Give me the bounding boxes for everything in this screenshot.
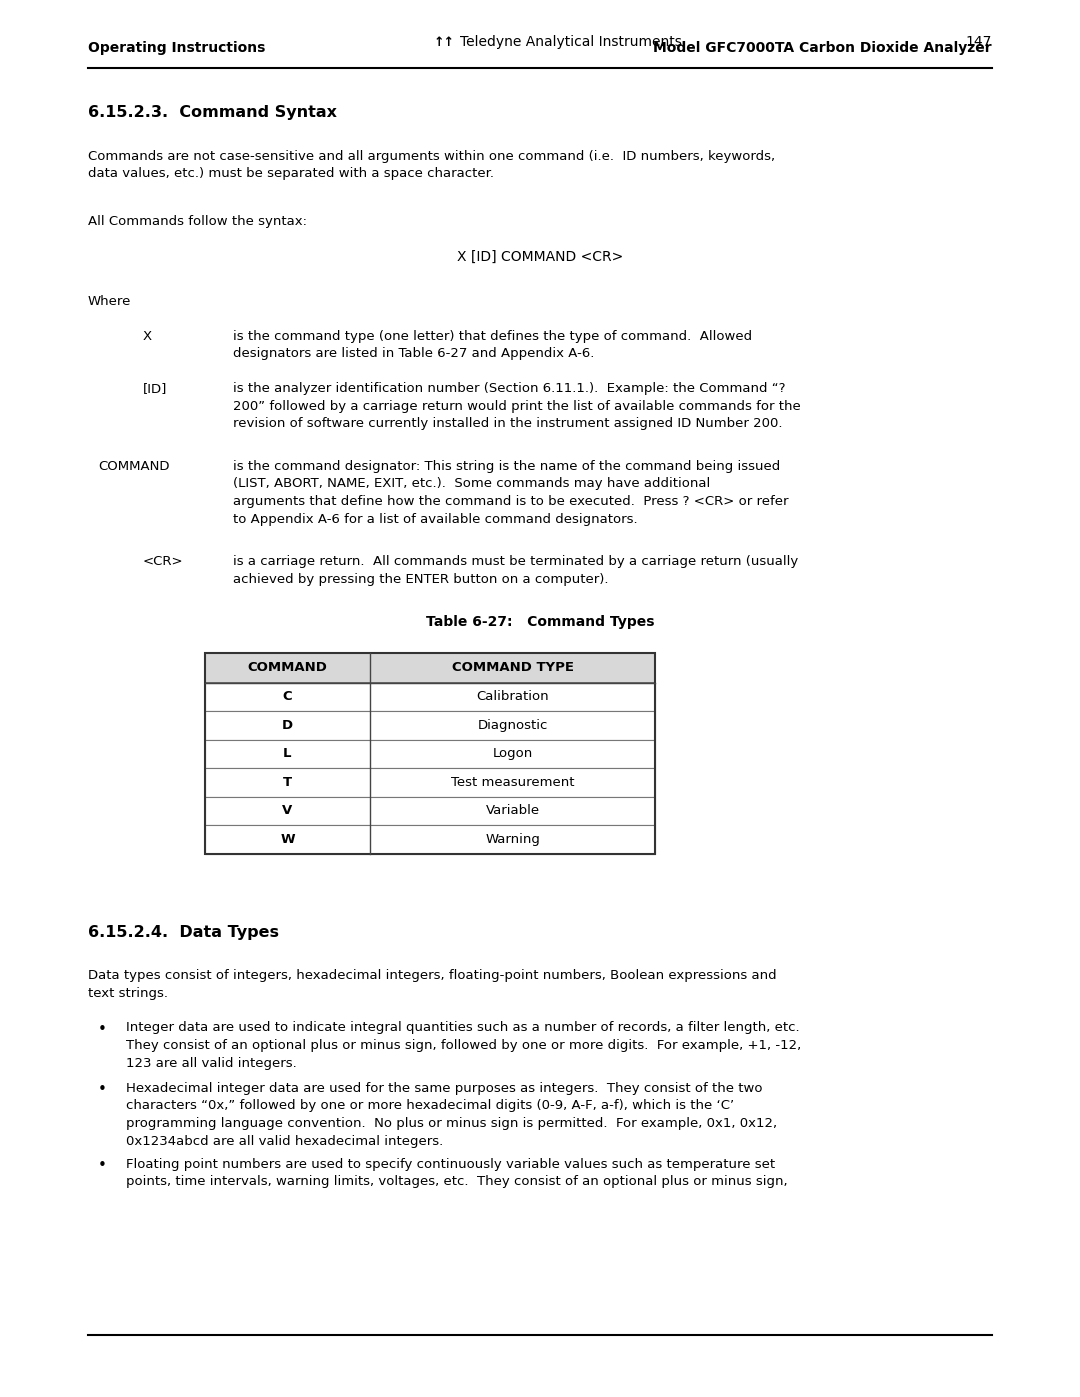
Bar xyxy=(205,683,654,711)
Text: Calibration: Calibration xyxy=(476,690,549,703)
Bar xyxy=(205,768,654,796)
Text: •: • xyxy=(98,1158,107,1173)
Bar xyxy=(205,652,654,683)
Text: Where: Where xyxy=(87,295,132,307)
Text: Variable: Variable xyxy=(485,805,540,817)
Text: Model GFC7000TA Carbon Dioxide Analyzer: Model GFC7000TA Carbon Dioxide Analyzer xyxy=(653,41,993,54)
Bar xyxy=(205,652,654,854)
Bar xyxy=(205,796,654,826)
Text: Hexadecimal integer data are used for the same purposes as integers.  They consi: Hexadecimal integer data are used for th… xyxy=(126,1083,778,1147)
Text: Table 6-27:   Command Types: Table 6-27: Command Types xyxy=(426,615,654,629)
Text: •: • xyxy=(98,1083,107,1097)
Text: COMMAND TYPE: COMMAND TYPE xyxy=(451,661,573,675)
Text: Logon: Logon xyxy=(492,747,532,760)
Text: [ID]: [ID] xyxy=(143,381,167,395)
Text: X: X xyxy=(143,330,152,344)
Text: W: W xyxy=(280,833,295,845)
Bar xyxy=(205,739,654,768)
Text: Warning: Warning xyxy=(485,833,540,845)
Text: X [ID] COMMAND <CR>: X [ID] COMMAND <CR> xyxy=(457,250,623,264)
Text: Commands are not case-sensitive and all arguments within one command (i.e.  ID n: Commands are not case-sensitive and all … xyxy=(87,149,775,180)
Text: COMMAND: COMMAND xyxy=(98,460,170,474)
Text: ↑↑: ↑↑ xyxy=(434,35,455,49)
Text: T: T xyxy=(283,775,292,789)
Text: D: D xyxy=(282,718,293,732)
Text: Diagnostic: Diagnostic xyxy=(477,718,548,732)
Text: All Commands follow the syntax:: All Commands follow the syntax: xyxy=(87,215,307,228)
Text: <CR>: <CR> xyxy=(143,555,184,569)
Bar xyxy=(205,826,654,854)
Text: •: • xyxy=(98,1021,107,1037)
Bar xyxy=(205,711,654,739)
Text: 6.15.2.3.  Command Syntax: 6.15.2.3. Command Syntax xyxy=(87,105,337,120)
Text: 6.15.2.4.  Data Types: 6.15.2.4. Data Types xyxy=(87,925,279,940)
Text: L: L xyxy=(283,747,292,760)
Text: Teledyne Analytical Instruments: Teledyne Analytical Instruments xyxy=(460,35,681,49)
Text: is the command type (one letter) that defines the type of command.  Allowed
desi: is the command type (one letter) that de… xyxy=(233,330,752,360)
Text: Integer data are used to indicate integral quantities such as a number of record: Integer data are used to indicate integr… xyxy=(126,1021,801,1070)
Text: is the analyzer identification number (Section 6.11.1.).  Example: the Command “: is the analyzer identification number (S… xyxy=(233,381,800,430)
Text: is a carriage return.  All commands must be terminated by a carriage return (usu: is a carriage return. All commands must … xyxy=(233,555,798,585)
Text: is the command designator: This string is the name of the command being issued
(: is the command designator: This string i… xyxy=(233,460,788,525)
Text: Floating point numbers are used to specify continuously variable values such as : Floating point numbers are used to speci… xyxy=(126,1158,787,1189)
Text: Data types consist of integers, hexadecimal integers, floating-point numbers, Bo: Data types consist of integers, hexadeci… xyxy=(87,970,777,1000)
Text: COMMAND: COMMAND xyxy=(247,661,327,675)
Text: C: C xyxy=(283,690,293,703)
Text: V: V xyxy=(282,805,293,817)
Text: Test measurement: Test measurement xyxy=(450,775,575,789)
Text: 147: 147 xyxy=(966,35,993,49)
Text: Operating Instructions: Operating Instructions xyxy=(87,41,266,54)
